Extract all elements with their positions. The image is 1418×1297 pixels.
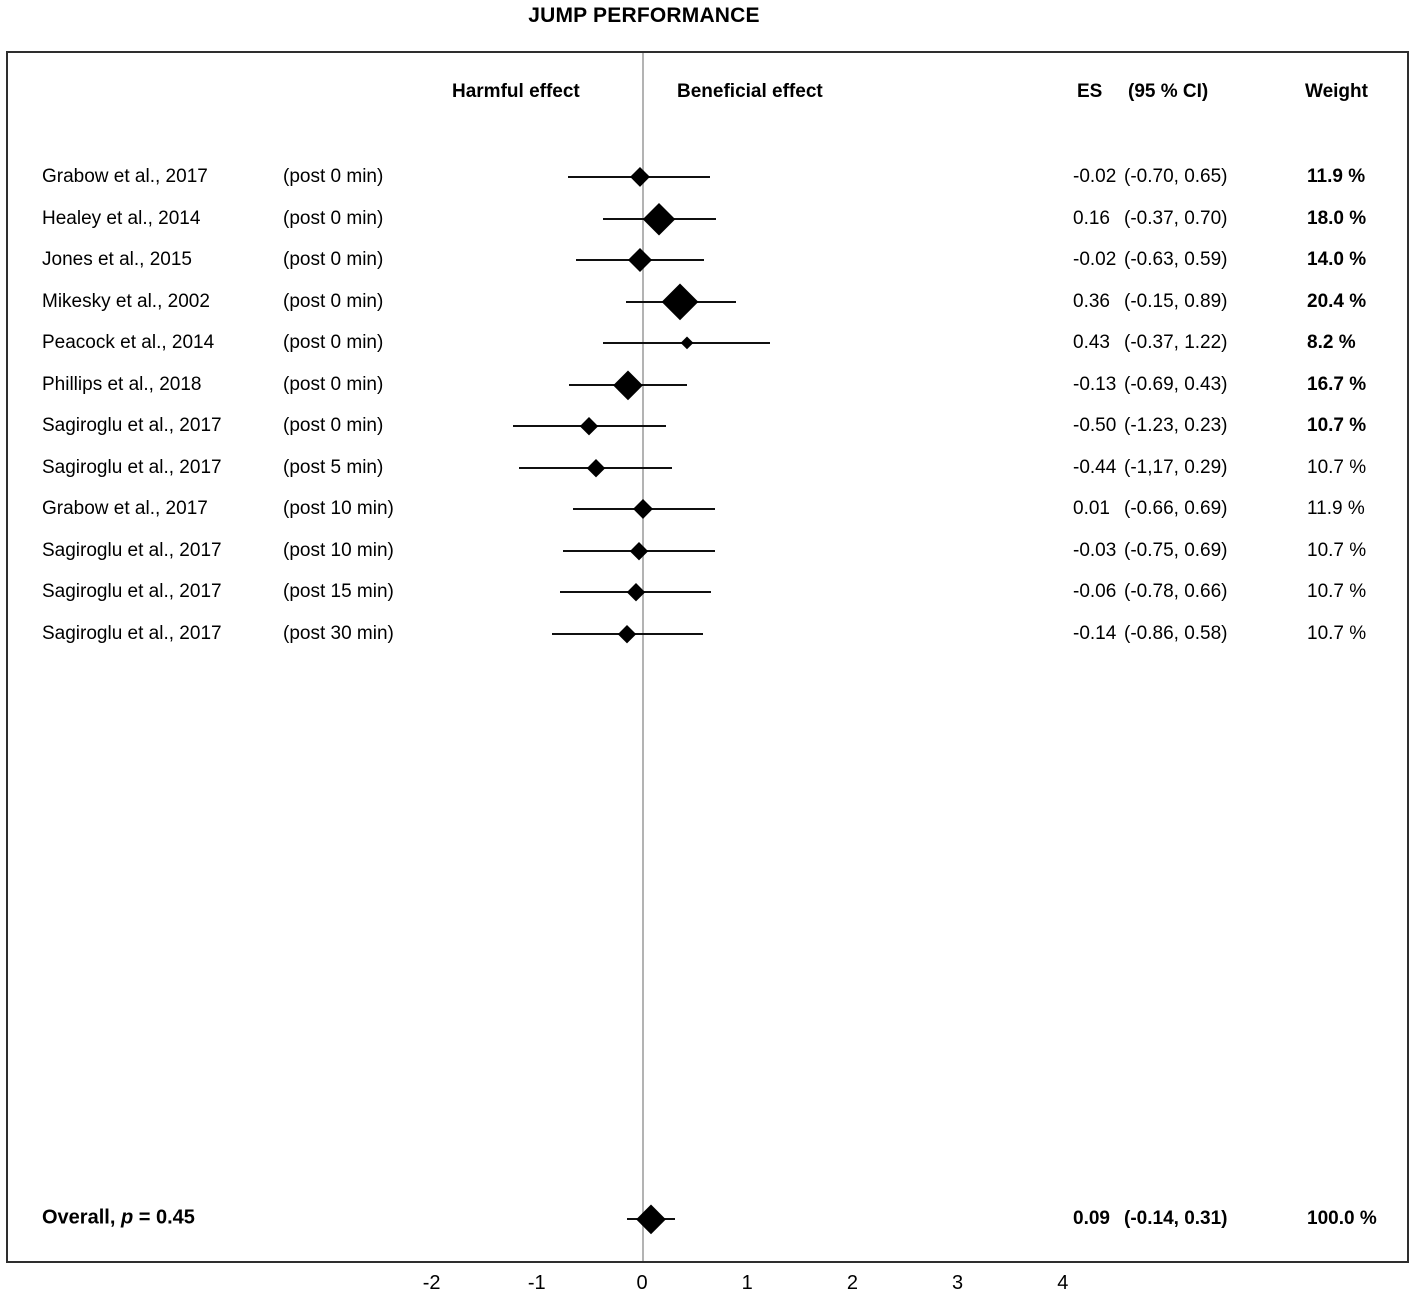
weight-value: 10.7 % <box>1307 581 1367 602</box>
weight-value: 10.7 % <box>1307 415 1367 436</box>
study-label: Grabow et al., 2017 <box>42 166 208 187</box>
timepoint-label: (post 0 min) <box>283 207 384 229</box>
ci-value: (-0.15, 0.89) <box>1124 290 1228 312</box>
overall-label: Overall, p = 0.45 <box>42 1207 195 1230</box>
es-value: -0.44 <box>1073 456 1117 478</box>
x-axis-tick-label: 3 <box>952 1272 964 1294</box>
overall-ci-value: (-0.14, 0.31) <box>1124 1208 1228 1229</box>
ci-value: (-0.70, 0.65) <box>1124 166 1228 187</box>
timepoint-label: (post 0 min) <box>283 290 384 312</box>
ci-value: (-0.86, 0.58) <box>1124 622 1228 644</box>
column-header-weight: Weight <box>1305 81 1368 102</box>
zero-reference-line <box>642 53 644 1261</box>
weight-value: 11.9 % <box>1307 498 1365 519</box>
x-axis-tick-label: 0 <box>636 1272 648 1294</box>
study-label: Phillips et al., 2018 <box>42 373 202 395</box>
ci-value: (-0.66, 0.69) <box>1124 498 1228 519</box>
overall-p-symbol: p <box>120 1206 134 1229</box>
x-axis-tick-label: 4 <box>1057 1272 1069 1294</box>
overall-label-prefix: Overall, <box>42 1206 121 1229</box>
timepoint-label: (post 5 min) <box>283 456 384 478</box>
study-label: Jones et al., 2015 <box>42 249 192 270</box>
weight-value: 8.2 % <box>1307 332 1356 353</box>
timepoint-label: (post 15 min) <box>283 581 394 602</box>
study-label: Sagiroglu et al., 2017 <box>42 415 222 436</box>
weight-value: 11.9 % <box>1307 166 1366 187</box>
weight-value: 16.7 % <box>1307 373 1367 395</box>
study-label: Peacock et al., 2014 <box>42 332 215 353</box>
es-value: 0.36 <box>1073 290 1110 312</box>
weight-value: 18.0 % <box>1307 207 1367 229</box>
timepoint-label: (post 0 min) <box>283 249 384 270</box>
es-value: -0.13 <box>1073 373 1117 395</box>
timepoint-label: (post 0 min) <box>283 166 384 187</box>
x-axis-tick-label: 1 <box>741 1272 753 1294</box>
weight-value: 10.7 % <box>1307 622 1367 644</box>
overall-es-value: 0.09 <box>1073 1208 1110 1229</box>
es-value: -0.06 <box>1073 581 1117 602</box>
timepoint-label: (post 10 min) <box>283 539 394 561</box>
study-label: Sagiroglu et al., 2017 <box>42 456 222 478</box>
study-label: Grabow et al., 2017 <box>42 498 208 519</box>
es-value: -0.03 <box>1073 539 1117 561</box>
chart-title: JUMP PERFORMANCE <box>528 4 760 27</box>
ci-value: (-1.23, 0.23) <box>1124 415 1228 436</box>
es-value: -0.14 <box>1073 622 1117 644</box>
es-value: -0.50 <box>1073 415 1117 436</box>
column-header-es: ES <box>1077 81 1103 102</box>
plot-frame <box>6 51 1409 1263</box>
x-axis-tick-label: -1 <box>527 1272 546 1294</box>
timepoint-label: (post 30 min) <box>283 622 394 644</box>
ci-value: (-0.37, 1.22) <box>1124 332 1228 353</box>
overall-weight-value: 100.0 % <box>1307 1208 1377 1229</box>
ci-value: (-0.78, 0.66) <box>1124 581 1228 602</box>
weight-value: 20.4 % <box>1307 290 1367 312</box>
study-label: Mikesky et al., 2002 <box>42 290 210 312</box>
column-header-harmful-effect: Harmful effect <box>452 81 580 102</box>
weight-value: 10.7 % <box>1307 539 1367 561</box>
ci-value: (-0.37, 0.70) <box>1124 207 1228 229</box>
x-axis-tick-label: -2 <box>422 1272 441 1294</box>
study-label: Sagiroglu et al., 2017 <box>42 622 222 644</box>
timepoint-label: (post 0 min) <box>283 415 384 436</box>
overall-label-suffix: = 0.45 <box>133 1206 195 1229</box>
weight-value: 10.7 % <box>1307 456 1367 478</box>
es-value: -0.02 <box>1073 166 1117 187</box>
timepoint-label: (post 0 min) <box>283 373 384 395</box>
study-label: Healey et al., 2014 <box>42 207 201 229</box>
es-value: 0.01 <box>1073 498 1110 519</box>
weight-value: 14.0 % <box>1307 249 1367 270</box>
column-header-ci: (95 % CI) <box>1128 81 1209 102</box>
es-value: 0.43 <box>1073 332 1110 353</box>
es-value: 0.16 <box>1073 207 1110 229</box>
study-label: Sagiroglu et al., 2017 <box>42 539 222 561</box>
es-value: -0.02 <box>1073 249 1117 270</box>
ci-value: (-1,17, 0.29) <box>1124 456 1228 478</box>
x-axis-tick-label: 2 <box>846 1272 858 1294</box>
timepoint-label: (post 0 min) <box>283 332 384 353</box>
timepoint-label: (post 10 min) <box>283 498 394 519</box>
column-header-beneficial-effect: Beneficial effect <box>677 81 823 102</box>
ci-value: (-0.69, 0.43) <box>1124 373 1228 395</box>
ci-value: (-0.75, 0.69) <box>1124 539 1228 561</box>
ci-value: (-0.63, 0.59) <box>1124 249 1228 270</box>
study-label: Sagiroglu et al., 2017 <box>42 581 222 602</box>
